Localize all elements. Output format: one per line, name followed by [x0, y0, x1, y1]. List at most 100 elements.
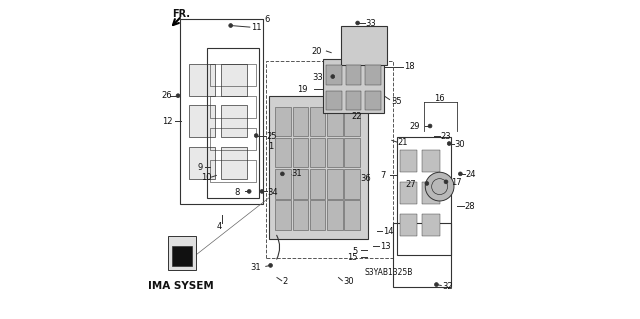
Text: FR.: FR. [173, 9, 191, 19]
Text: 9: 9 [197, 163, 202, 172]
Bar [422, 182, 440, 204]
Bar [310, 107, 325, 137]
Bar [400, 150, 417, 172]
Circle shape [260, 189, 264, 193]
Bar [400, 214, 417, 236]
Text: 29: 29 [410, 122, 420, 131]
Bar [221, 105, 246, 137]
Text: 1: 1 [269, 142, 274, 151]
Bar [344, 169, 360, 198]
Circle shape [435, 283, 438, 286]
Bar [310, 200, 325, 230]
Bar [344, 138, 360, 167]
Text: 13: 13 [380, 242, 390, 251]
Bar [344, 200, 360, 230]
Text: 10: 10 [202, 173, 212, 182]
Text: 11: 11 [252, 23, 262, 32]
Bar [327, 169, 342, 198]
Bar [327, 138, 342, 167]
Circle shape [247, 189, 251, 193]
Text: 33: 33 [312, 73, 323, 82]
Bar [292, 107, 308, 137]
Bar [189, 105, 215, 137]
Bar [400, 182, 417, 204]
Text: 6: 6 [264, 15, 269, 24]
Text: 22: 22 [351, 112, 362, 121]
Circle shape [331, 75, 335, 78]
Circle shape [356, 21, 360, 25]
Text: 19: 19 [297, 85, 307, 94]
Text: 2: 2 [283, 277, 288, 286]
Bar [168, 236, 196, 270]
Text: 25: 25 [267, 132, 277, 141]
Bar [327, 200, 342, 230]
Bar [292, 169, 308, 198]
Bar [344, 107, 360, 137]
Text: 31: 31 [250, 263, 261, 271]
Bar [346, 91, 362, 110]
Text: 21: 21 [397, 138, 408, 147]
Bar [210, 160, 256, 182]
Bar [327, 107, 342, 137]
Bar [221, 147, 246, 179]
Bar [275, 107, 291, 137]
Text: 17: 17 [451, 178, 462, 187]
Bar [346, 65, 362, 85]
Text: 7: 7 [380, 171, 385, 180]
Circle shape [428, 124, 432, 128]
Bar [275, 200, 291, 230]
Bar [172, 246, 193, 266]
Circle shape [444, 180, 448, 184]
Bar [292, 138, 308, 167]
Text: 18: 18 [404, 63, 415, 71]
Polygon shape [323, 59, 384, 113]
Text: 27: 27 [405, 180, 416, 189]
Text: 36: 36 [360, 174, 371, 183]
Bar [275, 138, 291, 167]
Bar [365, 91, 381, 110]
Text: 14: 14 [383, 227, 394, 236]
Bar [210, 128, 256, 150]
Text: 4: 4 [217, 222, 222, 231]
Circle shape [269, 263, 273, 267]
Text: 26: 26 [161, 91, 172, 100]
Text: 15: 15 [347, 253, 358, 262]
Text: 28: 28 [464, 202, 475, 211]
Text: 23: 23 [440, 132, 451, 141]
Bar [310, 169, 325, 198]
Text: 5: 5 [353, 247, 358, 256]
Bar [275, 169, 291, 198]
Text: 24: 24 [466, 170, 476, 179]
Circle shape [425, 182, 429, 185]
Circle shape [425, 172, 454, 201]
Bar [292, 200, 308, 230]
Text: 8: 8 [234, 188, 239, 197]
Text: S3YAB1325B: S3YAB1325B [365, 268, 413, 277]
Text: 34: 34 [268, 188, 278, 197]
Bar [422, 214, 440, 236]
Bar [210, 64, 256, 86]
Text: 33: 33 [365, 19, 376, 28]
Bar [326, 65, 342, 85]
Bar [365, 65, 381, 85]
Bar [310, 138, 325, 167]
Circle shape [228, 24, 232, 27]
Circle shape [280, 172, 284, 176]
Text: 35: 35 [391, 97, 401, 106]
Circle shape [458, 172, 462, 176]
Bar [326, 91, 342, 110]
Text: IMA SYSEM: IMA SYSEM [148, 280, 214, 291]
Circle shape [254, 134, 258, 137]
Bar [189, 147, 215, 179]
Text: 32: 32 [442, 282, 452, 291]
Circle shape [176, 94, 180, 98]
Bar [221, 64, 246, 96]
Circle shape [447, 142, 451, 145]
Text: 30: 30 [343, 277, 353, 286]
Bar [189, 64, 215, 96]
Bar [210, 96, 256, 118]
Text: 12: 12 [162, 117, 173, 126]
Polygon shape [269, 96, 368, 239]
Bar [422, 150, 440, 172]
Text: 20: 20 [311, 47, 321, 56]
